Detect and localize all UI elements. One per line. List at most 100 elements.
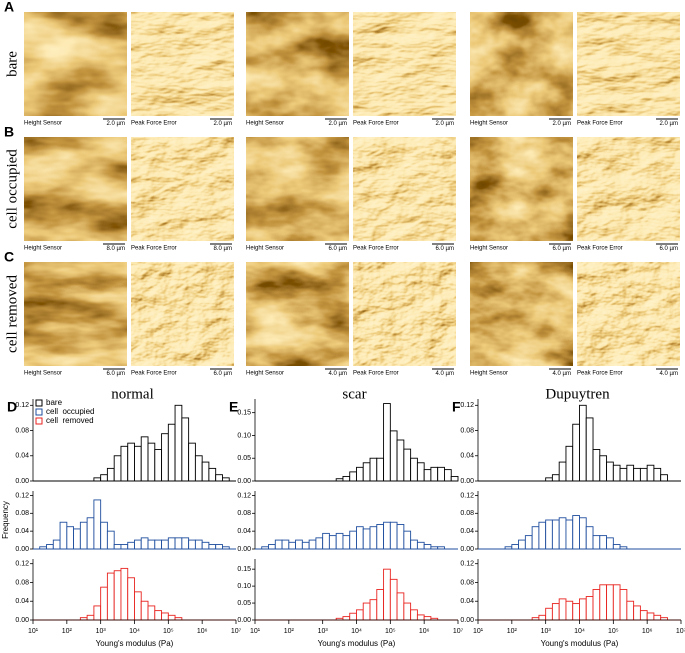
histogram-bar — [545, 607, 553, 621]
histogram-bar — [639, 610, 648, 621]
column-title: scar — [342, 386, 366, 402]
x-tick-label: 10⁶ — [419, 628, 430, 635]
histogram-bar — [86, 614, 95, 621]
image-caption: Peak Force Error — [353, 121, 399, 127]
scale-label: 6.0 µm — [660, 246, 678, 252]
y-tick-label: 0.12 — [460, 402, 474, 409]
y-tick-label: 0.08 — [15, 510, 29, 517]
histogram-bar — [376, 457, 385, 482]
histogram-bar — [551, 519, 560, 550]
histogram-bar — [349, 612, 357, 621]
image-caption: Peak Force Error — [577, 371, 623, 377]
x-tick-label: 10³ — [318, 628, 329, 635]
histogram-bar — [579, 517, 587, 550]
histogram-bar — [423, 469, 432, 482]
histogram-bar — [592, 589, 601, 621]
legend-label: bare — [46, 398, 63, 407]
scale-label: 6.0 µm — [214, 371, 232, 377]
image-caption: Peak Force Error — [131, 246, 177, 252]
histogram-bar — [59, 521, 68, 550]
x-tick-label: 10⁴ — [574, 628, 585, 635]
histogram-bar — [646, 464, 655, 482]
scale-label: 6.0 µm — [329, 246, 347, 252]
x-tick-label: 10⁷ — [453, 628, 464, 635]
afm-image — [577, 12, 680, 116]
histogram-bar — [592, 449, 601, 482]
histogram-bar — [268, 544, 276, 550]
panel-letter: C — [4, 249, 14, 265]
x-tick-label: 10⁷ — [676, 628, 685, 635]
histogram-bar — [511, 544, 520, 550]
histogram-bar — [430, 466, 439, 482]
x-tick-label: 10² — [507, 628, 518, 635]
histogram-bar — [295, 539, 303, 550]
x-tick-label: 10⁶ — [197, 628, 208, 635]
y-tick-label: 0.00 — [460, 617, 474, 624]
image-caption: Peak Force Error — [353, 371, 399, 377]
afm-image — [24, 262, 127, 366]
histogram-bar — [423, 616, 432, 621]
histogram-bar — [147, 605, 156, 621]
scale-label: 8.0 µm — [214, 246, 232, 252]
histogram-bar — [626, 464, 635, 482]
histogram-bar — [315, 537, 324, 550]
histogram-bar — [450, 475, 459, 482]
histogram-bar — [389, 521, 398, 550]
histogram-bar — [120, 445, 129, 482]
histogram-bar — [100, 521, 108, 550]
scale-label: 6.0 µm — [436, 246, 454, 252]
histogram-bar — [106, 467, 115, 482]
histogram-bar — [120, 544, 129, 550]
histogram-bar — [383, 403, 391, 482]
histogram-bar — [389, 430, 398, 482]
histogram-bar — [599, 455, 608, 482]
afm-image — [131, 137, 234, 241]
x-tick-label: 10⁴ — [351, 628, 362, 635]
histogram-bar — [174, 537, 183, 550]
histogram-bar — [154, 449, 163, 482]
y-tick-label: 0.05 — [237, 455, 251, 462]
y-tick-label: 0.04 — [460, 528, 474, 535]
x-tick-label: 10⁶ — [642, 628, 653, 635]
histogram-bar — [572, 603, 580, 621]
histogram-bar — [281, 539, 290, 550]
y-tick-label: 0.08 — [15, 427, 29, 434]
histogram-bar — [612, 544, 621, 550]
y-tick-label: 0.08 — [460, 510, 474, 517]
histogram-bar — [389, 578, 398, 621]
y-tick-label: 0.00 — [15, 617, 29, 624]
scale-label: 2.0 µm — [329, 121, 347, 127]
row-label: cell removed — [4, 275, 20, 353]
x-tick-label: 10⁴ — [129, 628, 140, 635]
histogram-bar — [201, 461, 210, 482]
histogram-bar — [585, 417, 594, 482]
histogram-bar — [383, 521, 391, 550]
y-tick-label: 0.12 — [237, 492, 251, 499]
histogram-bar — [633, 605, 641, 621]
histogram-bar — [113, 570, 122, 621]
histogram-bar — [134, 539, 142, 550]
y-tick-label: 0.00 — [237, 617, 251, 624]
histogram-bar — [147, 442, 156, 482]
histogram-bar — [167, 537, 176, 550]
histogram-bar — [585, 526, 594, 550]
scale-label: 2.0 µm — [553, 121, 571, 127]
y-tick-label: 0.04 — [460, 453, 474, 460]
histogram-bar — [531, 526, 540, 550]
histogram-bar — [356, 466, 364, 482]
histogram-bar — [154, 610, 163, 621]
histogram-bar — [342, 616, 351, 621]
row-label: bare — [4, 51, 20, 77]
histogram-bar — [140, 436, 149, 482]
y-tick-label: 0.12 — [460, 561, 474, 568]
histogram-bar — [106, 572, 115, 621]
histogram-bar — [423, 544, 432, 550]
legend-label: cell occupied — [46, 407, 94, 416]
histogram-bar — [181, 537, 190, 550]
histogram-bar — [215, 544, 223, 550]
histogram-bar — [565, 519, 574, 550]
scale-label: 4.0 µm — [553, 371, 571, 377]
afm-image — [246, 12, 349, 116]
histogram-bar — [376, 589, 385, 621]
histogram-bar — [565, 600, 574, 621]
